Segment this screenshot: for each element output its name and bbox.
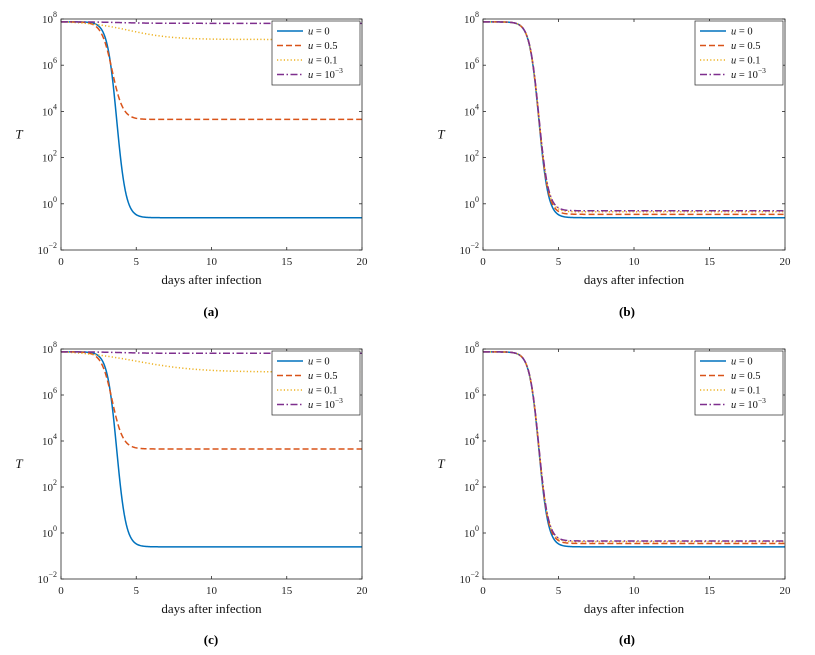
x-tick-label: 20 xyxy=(780,585,792,597)
y-tick-label: 104 xyxy=(464,102,479,118)
series-line xyxy=(483,21,785,212)
legend-entry: u = 10−3 xyxy=(308,396,343,411)
legend-entry: u = 0.5 xyxy=(308,371,338,382)
y-axis-label: T xyxy=(437,456,445,471)
legend-entry: u = 0 xyxy=(731,357,753,368)
chart-panel: 0 5 10 15 20 10−2 100 102 104 106 108 days after in… xyxy=(437,340,791,647)
y-tick-label: 10−2 xyxy=(459,570,479,586)
y-tick-label: 100 xyxy=(42,195,57,211)
y-tick-label: 108 xyxy=(42,340,57,356)
y-tick-label: 108 xyxy=(464,10,479,26)
y-tick-label: 100 xyxy=(464,524,479,540)
x-tick-label: 15 xyxy=(281,585,293,597)
y-tick-label: 102 xyxy=(42,478,57,494)
y-tick-label: 106 xyxy=(42,386,57,402)
series-line xyxy=(483,351,785,542)
y-tick-label: 104 xyxy=(42,432,57,448)
x-tick-label: 0 xyxy=(480,256,486,268)
x-tick-label: 15 xyxy=(281,256,293,268)
legend: u = 0 u = 0.5 u = 0.1u = 10−3 xyxy=(694,350,784,416)
y-axis-label: T xyxy=(15,456,23,471)
series-line xyxy=(61,351,362,548)
x-axis-label: days after infection xyxy=(584,601,685,616)
legend-entry: u = 0.1 xyxy=(731,56,761,67)
panel-label: (b) xyxy=(619,304,635,319)
y-tick-label: 104 xyxy=(42,102,57,118)
series-line xyxy=(61,351,362,450)
y-tick-label: 10−2 xyxy=(37,570,57,586)
legend-entry: u = 0.5 xyxy=(308,41,338,52)
legend-entry: u = 10−3 xyxy=(731,396,766,411)
x-tick-label: 10 xyxy=(206,585,218,597)
x-tick-label: 20 xyxy=(357,256,369,268)
x-axis-label: days after infection xyxy=(161,601,262,616)
panel-label: (d) xyxy=(619,632,635,647)
y-tick-label: 108 xyxy=(42,10,57,26)
x-tick-label: 5 xyxy=(556,585,562,597)
y-tick-label: 106 xyxy=(464,386,479,402)
y-axis-label: T xyxy=(437,127,445,142)
x-tick-label: 5 xyxy=(134,585,140,597)
y-tick-label: 100 xyxy=(42,524,57,540)
legend-entry: u = 0 xyxy=(308,27,330,38)
y-tick-label: 106 xyxy=(42,56,57,72)
legend-entry: u = 0 xyxy=(731,27,753,38)
x-tick-label: 20 xyxy=(780,256,792,268)
legend-entry: u = 10−3 xyxy=(308,66,343,81)
y-tick-label: 106 xyxy=(464,56,479,72)
x-tick-label: 0 xyxy=(480,585,486,597)
y-tick-label: 108 xyxy=(464,340,479,356)
x-axis-label: days after infection xyxy=(584,272,685,287)
panel-label: (a) xyxy=(203,304,218,319)
x-tick-label: 5 xyxy=(556,256,562,268)
legend: u = 0 u = 0.5 u = 0.1u = 10−3 xyxy=(271,20,361,86)
x-tick-label: 10 xyxy=(629,585,641,597)
legend-entry: u = 0 xyxy=(308,357,330,368)
series-line xyxy=(61,21,362,25)
legend-entry: u = 0.1 xyxy=(308,56,338,67)
chart-panel: 0 5 10 15 20 10−2 100 102 104 106 108 days after in… xyxy=(437,10,791,319)
y-tick-label: 102 xyxy=(42,149,57,165)
x-tick-label: 20 xyxy=(357,585,369,597)
x-tick-label: 0 xyxy=(58,256,64,268)
legend-entry: u = 0.5 xyxy=(731,371,761,382)
series-line xyxy=(61,21,362,219)
y-tick-label: 10−2 xyxy=(459,241,479,257)
x-tick-label: 0 xyxy=(58,585,64,597)
x-tick-label: 15 xyxy=(704,585,716,597)
x-tick-label: 10 xyxy=(629,256,641,268)
legend-entry: u = 0.5 xyxy=(731,41,761,52)
legend-entry: u = 0.1 xyxy=(308,386,338,397)
x-tick-label: 10 xyxy=(206,256,218,268)
y-tick-label: 10−2 xyxy=(37,241,57,257)
chart-panel: 0 5 10 15 20 10−2 100 102 104 106 108 days after in… xyxy=(15,340,368,647)
y-tick-label: 104 xyxy=(464,432,479,448)
legend: u = 0 u = 0.5 u = 0.1u = 10−3 xyxy=(694,20,784,86)
y-tick-label: 102 xyxy=(464,478,479,494)
x-tick-label: 5 xyxy=(134,256,140,268)
series-line xyxy=(61,21,362,121)
legend-entry: u = 0.1 xyxy=(731,386,761,397)
series-line xyxy=(61,351,362,355)
chart-panel: 0 5 10 15 20 10−2 100 102 104 106 108 days after in… xyxy=(15,10,368,319)
legend: u = 0 u = 0.5 u = 0.1u = 10−3 xyxy=(271,350,361,416)
x-tick-label: 15 xyxy=(704,256,716,268)
panel-label: (c) xyxy=(204,632,218,647)
x-axis-label: days after infection xyxy=(161,272,262,287)
y-axis-label: T xyxy=(15,127,23,142)
legend-entry: u = 10−3 xyxy=(731,66,766,81)
y-tick-label: 102 xyxy=(464,149,479,165)
y-tick-label: 100 xyxy=(464,195,479,211)
